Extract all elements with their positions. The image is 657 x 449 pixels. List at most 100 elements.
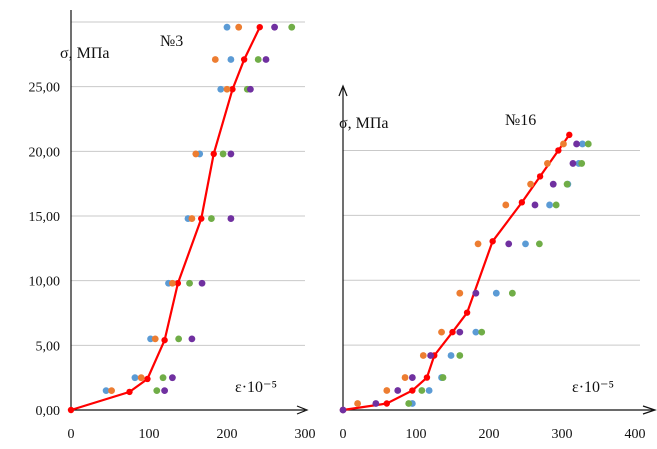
line-point [144, 375, 151, 383]
data-point [227, 215, 235, 222]
line-point [161, 336, 168, 344]
line-point [489, 238, 496, 245]
data-point [474, 240, 482, 248]
line-point [383, 400, 390, 407]
data-point [418, 387, 426, 394]
data-point [552, 201, 560, 209]
data-point [235, 23, 243, 31]
data-point [419, 352, 427, 359]
x-tick-label: 300 [552, 427, 573, 442]
data-point [560, 140, 567, 148]
data-point [169, 374, 176, 382]
data-point [262, 56, 270, 63]
x-axis-label: ε·10⁻⁵ [572, 379, 614, 396]
data-point [456, 352, 464, 359]
line-point [229, 86, 236, 93]
data-point [505, 240, 513, 248]
line-point [423, 374, 431, 381]
chart-title: №16 [505, 112, 536, 129]
data-point [447, 352, 455, 359]
data-point [401, 374, 409, 381]
y-tick-label: 0,00 [36, 404, 61, 419]
data-point [372, 400, 380, 407]
data-point [227, 150, 235, 158]
chart-title: №3 [160, 33, 183, 50]
data-point [405, 400, 413, 407]
data-point [472, 328, 480, 336]
data-point [456, 328, 464, 336]
data-point [522, 240, 529, 248]
data-point [147, 335, 154, 343]
data-point [563, 180, 571, 188]
data-point [159, 374, 167, 382]
line-point [210, 150, 217, 158]
line-point [463, 309, 471, 316]
data-point [223, 85, 231, 93]
data-point [544, 160, 551, 167]
data-point [472, 289, 480, 297]
x-tick-label: 100 [406, 427, 427, 442]
line-point [67, 406, 75, 414]
y-axis-arrow [338, 84, 348, 97]
line-point [174, 280, 182, 287]
data-point [439, 374, 447, 381]
y-tick-label: 15,00 [29, 210, 61, 225]
data-point [175, 335, 183, 343]
line-point [240, 56, 248, 63]
chart-no3: 0 100 200 300 0,00 5,00 10,00 15,00 20,00 25,00 №3… [29, 10, 316, 442]
line-point [256, 23, 263, 31]
x-tick-label: 0 [68, 427, 75, 442]
x-tick-label: 0 [340, 427, 347, 442]
x-tick-label: 200 [217, 427, 238, 442]
data-point [211, 56, 219, 63]
data-point [217, 85, 225, 93]
data-point [354, 400, 361, 407]
chart-no16: 0 100 200 300 400 №16 σ, МПа ε·10⁻⁵ [338, 84, 657, 442]
data-point [569, 160, 577, 167]
data-point [188, 335, 196, 343]
data-point [425, 387, 433, 394]
data-point [288, 23, 296, 31]
x-axis-label: ε·10⁻⁵ [235, 379, 277, 396]
line-point [555, 147, 562, 154]
line-point [518, 199, 526, 206]
data-point [531, 201, 539, 209]
x-axis-arrow [642, 405, 657, 415]
data-point [186, 279, 193, 287]
y-axis-label: σ, МПа [60, 45, 110, 62]
data-point [227, 56, 235, 63]
data-point [254, 56, 262, 63]
data-point [188, 215, 196, 222]
data-point [108, 387, 115, 394]
data-point [408, 374, 416, 381]
data-point [339, 406, 347, 414]
data-point [198, 279, 206, 287]
data-point [161, 387, 169, 394]
data-point [579, 140, 586, 148]
data-point [492, 289, 500, 297]
data-point [102, 387, 110, 394]
data-point [131, 374, 139, 382]
data-point [271, 23, 278, 31]
line-point [566, 131, 573, 139]
series-line [70, 26, 261, 412]
data-point [502, 201, 510, 209]
y-axis-label: σ, МПа [339, 115, 389, 132]
data-point [383, 387, 391, 394]
data-point [584, 140, 592, 148]
line-point [536, 173, 544, 180]
line-point [449, 328, 456, 336]
data-point [535, 240, 543, 248]
data-point [169, 279, 176, 287]
data-point [192, 150, 200, 158]
data-point [546, 201, 553, 209]
data-point [573, 140, 580, 148]
data-point [153, 387, 161, 394]
data-point [208, 215, 215, 222]
series-line [342, 134, 571, 412]
x-axis-arrow [296, 405, 309, 415]
x-tick-label: 100 [139, 427, 160, 442]
data-point [438, 328, 445, 336]
data-point [456, 289, 464, 297]
